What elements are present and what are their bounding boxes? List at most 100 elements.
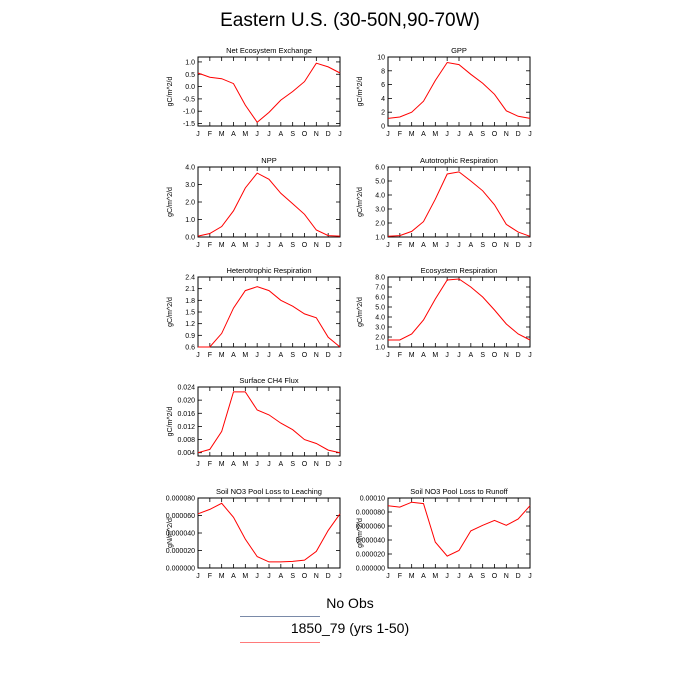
x-tick-label: N [314, 352, 319, 359]
panel-title: Autotrophic Respiration [420, 156, 498, 165]
x-tick-label: F [208, 242, 212, 249]
x-tick-label: A [231, 131, 236, 138]
series-line [197, 172, 341, 237]
y-tick-label: -1.0 [183, 109, 195, 116]
y-tick-label: 0 [381, 124, 385, 131]
y-tick-label: 1.0 [375, 235, 385, 242]
x-tick-label: J [528, 573, 532, 580]
x-tick-label: D [516, 352, 521, 359]
x-tick-label: O [492, 242, 498, 249]
x-tick-label: F [208, 573, 212, 580]
y-axis-label: gC/m^2/d [357, 187, 364, 217]
panel-title: Net Ecosystem Exchange [226, 46, 312, 55]
x-tick-label: J [267, 461, 271, 468]
panel-title: Soil NO3 Pool Loss to Leaching [216, 487, 322, 496]
x-tick-label: N [314, 242, 319, 249]
x-tick-label: J [338, 352, 342, 359]
x-tick-label: S [480, 573, 485, 580]
series-line [388, 278, 531, 341]
x-tick-label: J [196, 461, 200, 468]
x-tick-label: S [480, 352, 485, 359]
y-tick-label: 3.0 [185, 182, 195, 189]
y-axis-label: gC/m^2/d [167, 187, 174, 217]
x-tick-label: M [432, 573, 438, 580]
x-tick-label: O [302, 352, 308, 359]
x-tick-label: A [231, 352, 236, 359]
y-tick-label: 1.0 [185, 217, 195, 224]
chart-panel-6: Surface CH4 Flux gC/m^2/d 0.004 0.008 0.012 0… [167, 376, 342, 468]
legend-line-no-obs [240, 616, 320, 617]
x-tick-label: A [278, 352, 283, 359]
chart-panel-0: Net Ecosystem Exchange gC/m^2/d -1.5 -1.0 -0… [167, 46, 342, 138]
series-line [387, 501, 531, 557]
panel-title: GPP [451, 46, 467, 55]
y-tick-label: 2.0 [375, 335, 385, 342]
x-tick-label: M [219, 131, 225, 138]
y-axis-label: gN/m^2/d [357, 518, 364, 548]
y-tick-label: 6.0 [375, 165, 385, 172]
x-tick-label: S [290, 461, 295, 468]
x-tick-label: J [267, 131, 271, 138]
y-tick-label: 1.2 [185, 321, 195, 328]
x-tick-label: F [398, 352, 402, 359]
x-tick-label: N [504, 242, 509, 249]
x-tick-label: O [302, 461, 308, 468]
x-tick-label: S [290, 352, 295, 359]
x-tick-label: N [314, 131, 319, 138]
y-axis-label: gC/m^2/d [357, 77, 364, 107]
y-tick-label: 0.000020 [166, 548, 195, 555]
y-tick-label: 2.0 [375, 221, 385, 228]
x-tick-label: M [242, 573, 248, 580]
y-tick-label: -0.5 [183, 96, 195, 103]
y-tick-label: 0.000060 [166, 513, 195, 520]
x-tick-label: J [457, 352, 461, 359]
x-tick-label: M [409, 573, 415, 580]
x-tick-label: J [255, 461, 259, 468]
x-tick-label: J [196, 352, 200, 359]
x-tick-label: J [386, 352, 390, 359]
y-tick-label: 8.0 [375, 275, 385, 282]
y-tick-label: 2.4 [185, 275, 195, 282]
x-tick-label: D [326, 461, 331, 468]
x-tick-label: D [516, 573, 521, 580]
x-tick-label: J [338, 461, 342, 468]
page-title: Eastern U.S. (30-50N,90-70W) [220, 10, 480, 31]
x-tick-label: S [480, 131, 485, 138]
y-tick-label: 0.0 [185, 235, 195, 242]
y-tick-label: 0.5 [185, 72, 195, 79]
y-tick-label: 1.8 [185, 298, 195, 305]
x-tick-label: A [421, 131, 426, 138]
x-tick-label: A [468, 352, 473, 359]
y-tick-label: 10 [377, 55, 385, 62]
x-tick-label: J [255, 131, 259, 138]
x-tick-label: J [445, 352, 449, 359]
y-axis-label: gC/m^2/d [357, 297, 364, 327]
x-tick-label: S [290, 131, 295, 138]
plot-frame [197, 166, 341, 238]
y-tick-label: 5.0 [375, 179, 385, 186]
x-tick-label: D [326, 352, 331, 359]
y-tick-label: -1.5 [183, 121, 195, 128]
y-tick-label: 0.000060 [356, 524, 385, 531]
y-tick-label: 6.0 [375, 295, 385, 302]
x-tick-label: J [528, 352, 532, 359]
x-tick-label: J [386, 242, 390, 249]
x-tick-label: N [504, 131, 509, 138]
x-tick-label: A [421, 352, 426, 359]
y-tick-label: 4.0 [375, 315, 385, 322]
series-line [197, 502, 341, 563]
x-tick-label: A [278, 242, 283, 249]
x-tick-label: D [326, 573, 331, 580]
x-tick-label: J [255, 352, 259, 359]
x-tick-label: J [267, 242, 271, 249]
x-tick-label: J [255, 242, 259, 249]
chart-panel-8: Soil NO3 Pool Loss to RunoffgN/m^2/d0.00… [356, 487, 532, 580]
x-tick-label: A [468, 131, 473, 138]
y-tick-label: 0.6 [185, 345, 195, 352]
y-tick-label: 6 [381, 82, 385, 89]
x-tick-label: J [338, 131, 342, 138]
y-tick-label: 7.0 [375, 285, 385, 292]
x-tick-label: A [278, 461, 283, 468]
y-tick-label: 0.004 [177, 450, 195, 457]
panel-title: Heterotrophic Respiration [226, 266, 311, 275]
